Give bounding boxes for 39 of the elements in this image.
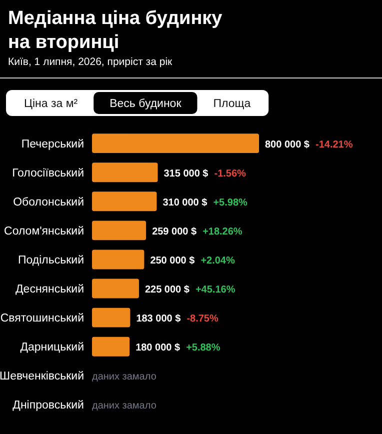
annotation: +18.26% [202,226,242,238]
y-tick-label: Шевченківський [0,370,84,383]
bar [92,134,259,154]
y-tick-label: Деснянський [16,284,84,296]
data-label: 180 000 $ [136,342,180,354]
bar [92,336,130,356]
bar [92,308,130,328]
y-tick-label: Святошинський [0,312,84,325]
tab-switcher: Ціна за м² Весь будинок Площа [6,90,269,116]
data-label: 259 000 $ [152,226,197,238]
bar [92,192,157,212]
y-tick-label: Дарницький [20,342,84,354]
bar [92,162,158,182]
data-label: 310 000 $ [162,197,208,208]
annotation: +5.88% [186,342,220,354]
text: даних замало [92,400,156,412]
data-label: 250 000 $ [150,255,196,266]
annotation: +2.04% [200,255,235,266]
annotation: +5.98% [213,197,248,208]
y-tick-label: Дніпровський [12,400,84,412]
data-label: 800 000 $ [265,139,310,150]
y-tick-label: Солом'янський [4,225,84,238]
bar [92,278,139,298]
data-label: 315 000 $ [164,168,209,180]
y-tick-label: Печерський [21,138,84,150]
y-tick-label: Оболонський [13,196,84,208]
bar [92,220,146,240]
data-label: 225 000 $ [144,284,190,296]
chart-title: Медіанна ціна будинку на вторинці [8,8,223,53]
annotation: -8.75% [186,314,218,325]
text: даних замало [92,372,156,383]
bar [92,250,144,270]
data-label: 183 000 $ [136,314,182,325]
y-tick-label: Голосіївський [12,167,84,180]
text: -14.21% [316,139,353,150]
annotation: +45.16% [195,284,236,296]
chart-subtitle: Київ, 1 липня, 2026, приріст за рік [8,56,173,68]
annotation: -1.56% [214,168,246,180]
y-tick-label: Подільський [18,254,84,266]
